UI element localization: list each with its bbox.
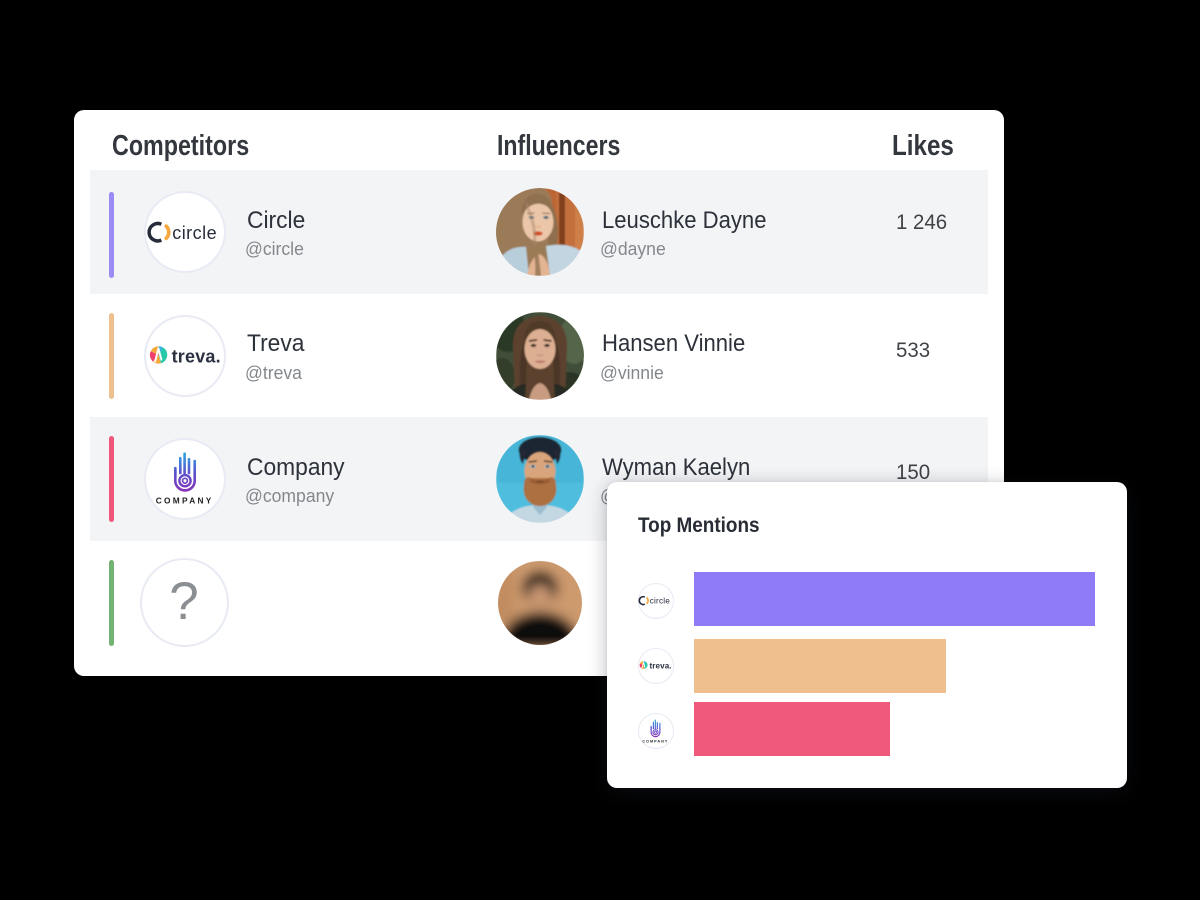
svg-text:treva.: treva.: [172, 346, 221, 366]
svg-text:COMPANY: COMPANY: [642, 739, 668, 743]
svg-text:circle: circle: [172, 223, 217, 243]
svg-text:treva.: treva.: [649, 661, 671, 670]
svg-text:COMPANY: COMPANY: [156, 496, 214, 506]
svg-text:circle: circle: [650, 597, 671, 606]
